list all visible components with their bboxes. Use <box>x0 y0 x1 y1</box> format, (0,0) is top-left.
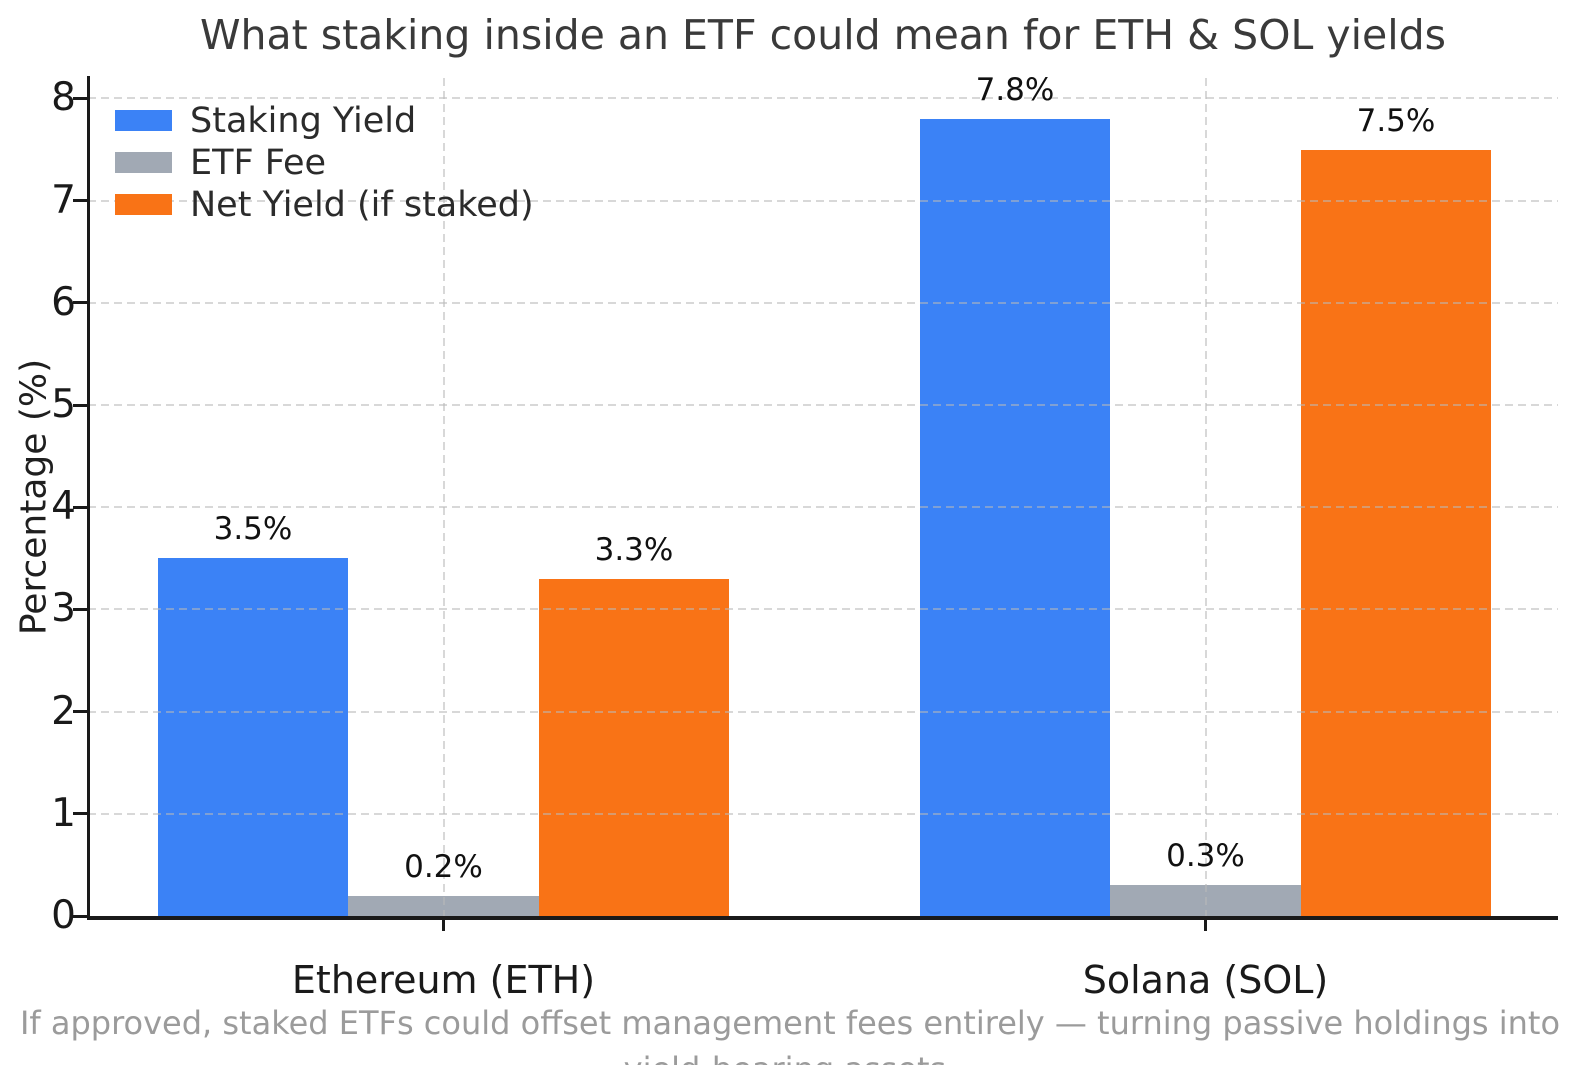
gridline-horizontal <box>88 404 1558 407</box>
bar-staking-yield <box>919 118 1111 916</box>
y-tick-mark <box>73 301 87 305</box>
y-tick-mark <box>73 96 87 100</box>
x-tick-label-eth: Ethereum (ETH) <box>291 958 596 1002</box>
x-tick-mark <box>1204 919 1207 931</box>
gridline-horizontal <box>88 301 1558 304</box>
x-axis-spine <box>86 916 1558 920</box>
y-tick-mark <box>73 914 87 918</box>
y-tick-label: 5 <box>51 382 76 428</box>
x-tick-mark <box>442 919 445 931</box>
gridline-horizontal <box>88 710 1558 713</box>
gridline-horizontal <box>88 812 1558 815</box>
y-tick-mark <box>73 607 87 611</box>
bar-value-label: 7.5% <box>1356 102 1436 139</box>
y-tick-mark <box>73 199 87 203</box>
legend-label: Net Yield (if staked) <box>190 185 534 225</box>
y-tick-label: 7 <box>51 177 76 223</box>
gridline-horizontal <box>88 506 1558 509</box>
y-tick-label: 3 <box>51 586 76 632</box>
gridline-horizontal <box>88 608 1558 611</box>
y-tick-label: 8 <box>51 75 76 121</box>
bar-value-label: 3.5% <box>213 511 293 548</box>
bar-value-label: 7.8% <box>975 71 1055 108</box>
chart-title: What staking inside an ETF could mean fo… <box>199 11 1447 59</box>
footnote-caption: If approved, staked ETFs could offset ma… <box>19 1004 1561 1065</box>
legend-swatch-staking <box>115 110 172 131</box>
legend-label: Staking Yield <box>190 101 417 141</box>
legend-row: Staking Yield <box>115 100 535 142</box>
x-tick-label-sol: Solana (SOL) <box>1082 958 1329 1002</box>
bar-value-label: 0.2% <box>404 848 483 885</box>
legend-row: Net Yield (if staked) <box>115 184 535 226</box>
y-tick-label: 4 <box>51 484 76 530</box>
legend-swatch-fee <box>115 152 172 173</box>
bar-net-yield-if-staked- <box>1300 149 1492 916</box>
bar-staking-yield <box>157 558 349 916</box>
y-tick-mark <box>73 505 87 509</box>
y-tick-label: 1 <box>51 790 76 836</box>
gridline-horizontal <box>88 199 1558 202</box>
y-tick-mark <box>73 403 87 407</box>
gridline-vertical <box>442 78 445 916</box>
y-axis-spine <box>86 76 90 920</box>
legend-swatch-net <box>115 194 172 215</box>
y-tick-label: 0 <box>51 893 76 938</box>
bar-value-label: 0.3% <box>1166 838 1245 875</box>
y-tick-label: 6 <box>51 279 76 325</box>
gridline-vertical <box>1204 78 1207 916</box>
legend-row: ETF Fee <box>115 142 535 184</box>
y-tick-label: 2 <box>51 688 76 734</box>
bar-value-label: 3.3% <box>594 531 674 568</box>
legend-label: ETF Fee <box>190 143 327 183</box>
bar-net-yield-if-staked- <box>538 578 730 916</box>
y-tick-mark <box>73 812 87 816</box>
y-tick-mark <box>73 710 87 714</box>
gridline-horizontal <box>88 97 1558 100</box>
